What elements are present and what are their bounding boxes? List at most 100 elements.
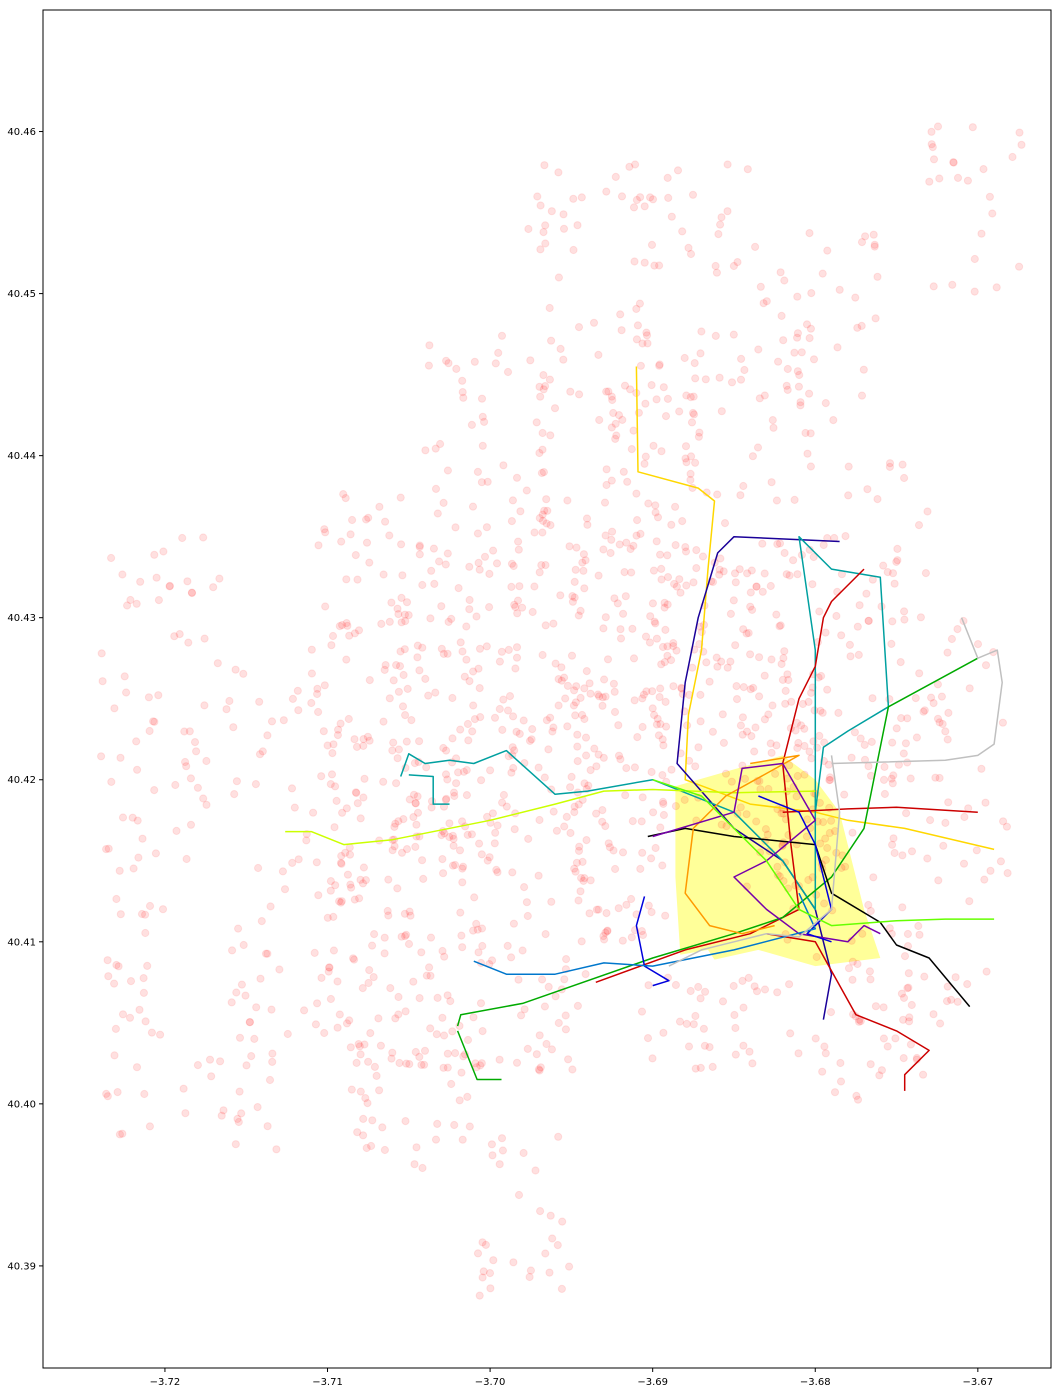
data-point — [901, 739, 911, 748]
data-point — [538, 975, 547, 984]
data-point — [336, 858, 346, 868]
data-point — [202, 800, 211, 809]
data-point — [491, 359, 500, 368]
data-point — [860, 755, 870, 764]
data-point — [448, 693, 457, 703]
data-point — [455, 846, 465, 855]
data-point — [477, 924, 487, 933]
data-point — [569, 245, 578, 255]
data-point — [442, 356, 451, 365]
data-point — [475, 684, 484, 693]
data-point — [459, 767, 468, 776]
data-point — [937, 692, 947, 701]
data-point — [537, 468, 547, 478]
data-point — [647, 240, 657, 249]
data-point — [767, 478, 776, 487]
data-point — [186, 774, 195, 783]
data-point — [835, 285, 844, 294]
data-point — [494, 348, 503, 357]
data-point — [809, 552, 818, 562]
data-point — [102, 1089, 111, 1099]
data-point — [548, 1234, 557, 1243]
y-tick-label: 40.41 — [7, 937, 36, 948]
data-point — [898, 851, 907, 860]
data-point — [537, 561, 546, 570]
data-point — [621, 791, 630, 800]
data-point — [999, 817, 1008, 826]
data-point — [241, 991, 250, 1000]
data-point — [699, 1024, 709, 1033]
data-point — [805, 545, 814, 554]
data-point — [758, 587, 767, 596]
data-point — [767, 655, 776, 664]
data-point — [437, 644, 446, 653]
data-point — [486, 1284, 495, 1293]
data-point — [256, 974, 265, 983]
data-point — [771, 769, 780, 779]
data-point — [415, 737, 424, 746]
data-point — [190, 738, 200, 747]
data-point — [791, 726, 800, 735]
data-point — [478, 412, 487, 421]
data-point — [736, 375, 746, 384]
data-point — [723, 207, 732, 216]
data-point — [549, 723, 558, 732]
data-point — [341, 848, 350, 857]
data-point — [601, 928, 610, 937]
data-point — [581, 970, 590, 979]
data-point — [611, 434, 620, 443]
data-point — [341, 494, 350, 503]
data-point — [448, 861, 458, 870]
data-point — [451, 523, 460, 532]
data-point — [471, 1059, 480, 1068]
data-point — [566, 828, 575, 838]
data-point — [554, 1132, 563, 1141]
data-point — [336, 898, 345, 907]
data-point — [147, 1028, 156, 1037]
data-point — [107, 777, 116, 787]
data-point — [154, 596, 163, 605]
data-point — [637, 1007, 647, 1016]
data-point — [738, 976, 747, 986]
data-point — [536, 245, 545, 254]
data-point — [641, 452, 650, 461]
data-point — [739, 683, 748, 692]
data-point — [324, 967, 333, 976]
data-point — [343, 621, 352, 630]
data-point — [815, 731, 824, 741]
data-point — [512, 727, 521, 736]
data-point — [379, 717, 388, 726]
data-point — [649, 566, 659, 575]
data-point — [470, 893, 479, 902]
data-point — [611, 172, 620, 181]
data-point — [325, 963, 334, 972]
data-point — [441, 795, 450, 804]
data-point — [953, 997, 962, 1006]
data-point — [415, 666, 424, 675]
data-point — [888, 840, 897, 849]
data-point — [915, 669, 924, 678]
data-point — [919, 1070, 928, 1079]
data-point — [227, 998, 236, 1007]
data-point — [443, 775, 452, 784]
data-point — [603, 927, 612, 936]
data-point — [309, 808, 318, 817]
data-point — [263, 949, 272, 958]
data-point — [507, 517, 516, 526]
data-point — [507, 582, 516, 592]
data-point — [793, 570, 802, 579]
data-point — [742, 727, 752, 736]
data-point — [290, 803, 299, 812]
data-point — [689, 410, 699, 419]
data-point — [837, 631, 846, 640]
data-point — [535, 1031, 544, 1040]
data-point — [650, 261, 659, 270]
data-point — [474, 664, 483, 673]
data-point — [862, 589, 871, 598]
data-point — [732, 682, 741, 691]
data-point — [586, 876, 595, 885]
route-line-12 — [684, 754, 800, 935]
data-point — [619, 609, 628, 618]
data-point — [329, 946, 338, 955]
data-point — [232, 777, 241, 786]
